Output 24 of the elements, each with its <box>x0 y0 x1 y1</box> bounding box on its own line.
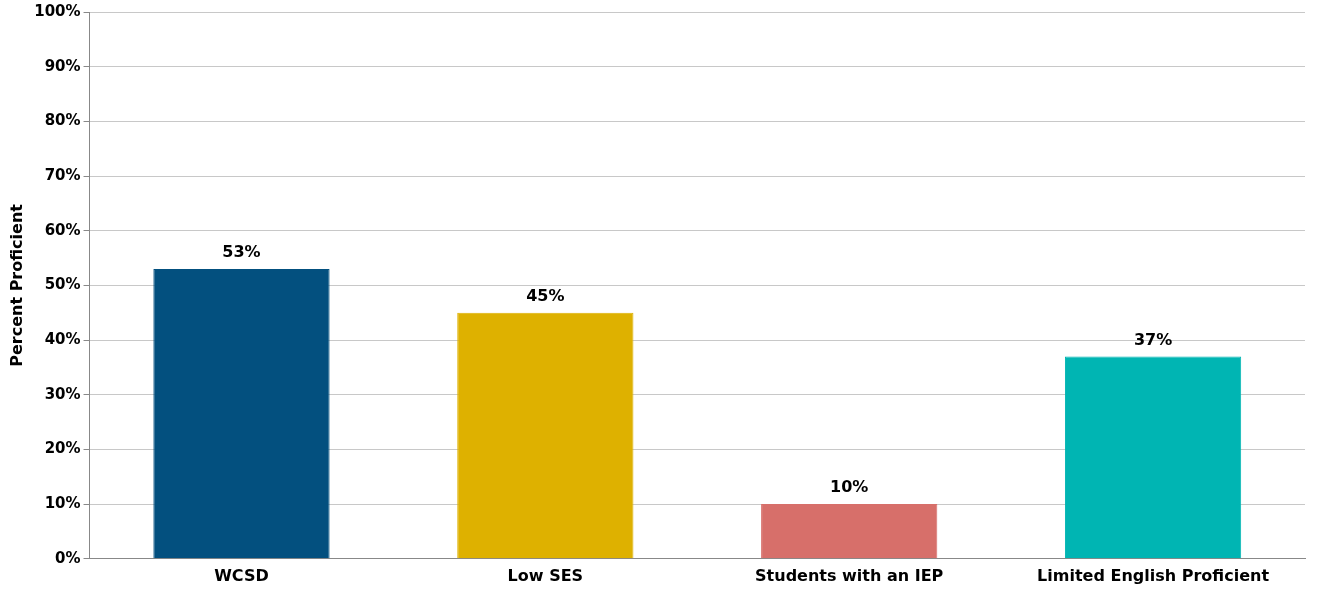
data-label: 37% <box>1133 329 1173 349</box>
bar <box>153 269 330 559</box>
y-axis-title: Percent Proficient <box>6 203 26 367</box>
x-tick-label: Low SES <box>507 565 584 585</box>
y-tick-label: 50% <box>44 275 81 294</box>
y-tick-label: 20% <box>44 439 81 458</box>
bar <box>761 504 938 559</box>
y-tick-label: 10% <box>44 494 81 513</box>
y-tick-label: 70% <box>44 165 81 184</box>
data-label: 10% <box>830 477 869 497</box>
x-tick-label: WCSD <box>214 565 269 585</box>
bar <box>1064 356 1242 559</box>
y-tick-label: 0% <box>55 548 81 567</box>
y-tick-label: 40% <box>44 329 81 348</box>
x-tick-label: Students with an IEP <box>755 565 944 585</box>
data-label: 53% <box>222 242 261 262</box>
y-tick-label: 80% <box>44 111 81 130</box>
data-label: 45% <box>526 285 565 305</box>
y-tick-label: 30% <box>44 384 81 403</box>
x-tick-label: Limited English Proficient <box>1037 565 1270 585</box>
y-tick-label: 90% <box>44 56 81 75</box>
bar <box>457 312 634 559</box>
y-tick-label: 60% <box>44 220 81 239</box>
y-tick-label: 100% <box>34 1 81 20</box>
